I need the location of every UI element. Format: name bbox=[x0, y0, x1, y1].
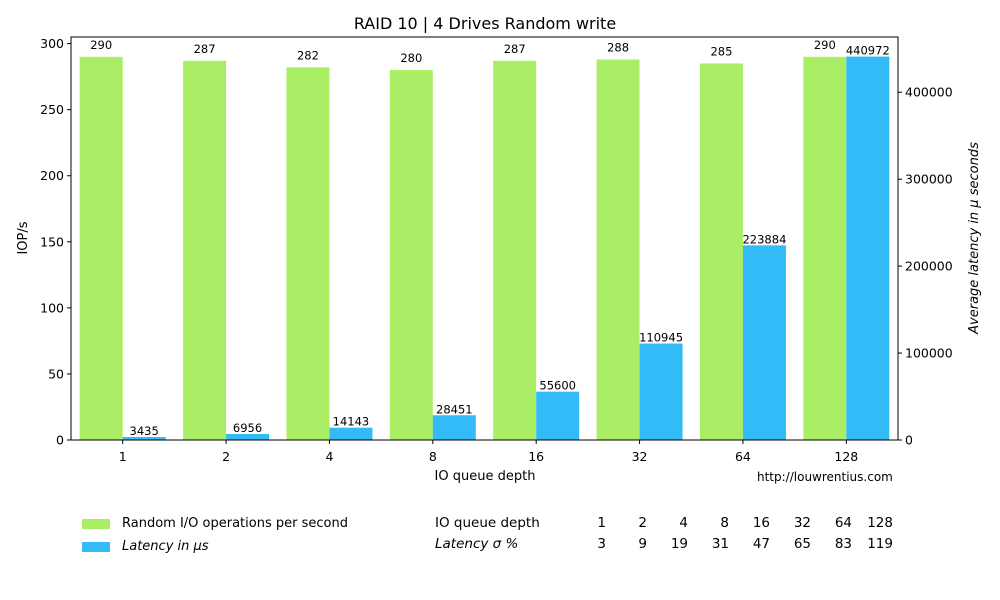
x-tick-label: 64 bbox=[735, 449, 751, 464]
source-url: http://louwrentius.com bbox=[757, 470, 893, 484]
x-tick-label: 1 bbox=[119, 449, 127, 464]
legend-item-iops: Random I/O operations per second bbox=[82, 512, 348, 535]
x-axis-title: IO queue depth bbox=[435, 469, 536, 484]
stats-cell-latency-sigma: 47 bbox=[752, 535, 770, 552]
x-tick-label: 32 bbox=[632, 449, 648, 464]
legend-swatch-iops bbox=[82, 518, 110, 529]
stats-cell-latency-sigma: 9 bbox=[638, 535, 647, 552]
stats-cell-latency-sigma: 31 bbox=[711, 535, 729, 552]
data-label-latency: 6956 bbox=[233, 421, 262, 435]
y-tick-label: 100 bbox=[40, 300, 64, 315]
bar-latency bbox=[122, 437, 166, 440]
stats-cell-queue-depth: 64 bbox=[834, 514, 852, 531]
bar-iops bbox=[79, 56, 123, 440]
data-label-latency: 440972 bbox=[846, 44, 890, 58]
data-labels-group: 290 3435 287 6956 282 14143 280 28451 287 55600 28… bbox=[90, 38, 890, 438]
bar-iops bbox=[803, 56, 847, 440]
stats-cell-queue-depth: 2 bbox=[638, 514, 647, 531]
y-axis-title: IOP/s bbox=[16, 221, 31, 254]
bar-latency bbox=[846, 56, 890, 440]
stats-cell-latency-sigma: 65 bbox=[793, 535, 811, 552]
bar-latency bbox=[226, 433, 270, 440]
stats-cell-latency-sigma: 83 bbox=[834, 535, 852, 552]
data-label-iops: 287 bbox=[504, 42, 526, 56]
data-label-iops: 280 bbox=[400, 51, 422, 65]
data-label-iops: 290 bbox=[90, 38, 112, 52]
legend-label-iops: Random I/O operations per second bbox=[122, 516, 348, 531]
stats-row-latency-sigma: Latency σ % 3 9 19 31 47 65 83 119 bbox=[435, 533, 893, 554]
y-tick-label: 200 bbox=[40, 168, 64, 183]
y2-axis-title: Average latency in µ seconds bbox=[967, 142, 982, 335]
y-tick-label: 250 bbox=[40, 102, 64, 117]
bar-latency bbox=[432, 415, 476, 440]
data-label-iops: 285 bbox=[710, 44, 732, 58]
x-tick-label: 8 bbox=[429, 449, 437, 464]
data-label-latency: 110945 bbox=[639, 331, 683, 345]
bar-iops bbox=[389, 70, 433, 441]
chart-title: RAID 10 | 4 Drives Random write bbox=[354, 14, 616, 33]
latency-stats-table: IO queue depth 1 2 4 8 16 32 64 128 Latency σ %… bbox=[435, 512, 893, 554]
data-label-iops: 287 bbox=[194, 42, 216, 56]
stats-cell-latency-sigma: 3 bbox=[597, 535, 606, 552]
legend: Random I/O operations per second Latency… bbox=[82, 512, 348, 558]
bar-iops bbox=[699, 63, 743, 440]
bar-latency bbox=[639, 343, 683, 440]
y2-tick-label: 100000 bbox=[905, 346, 953, 361]
bar-latency bbox=[329, 427, 373, 440]
x-tick-label: 4 bbox=[325, 449, 333, 464]
data-label-latency: 28451 bbox=[436, 402, 473, 416]
legend-item-latency: Latency in µs bbox=[82, 535, 348, 558]
data-label-latency: 14143 bbox=[333, 415, 370, 429]
x-tick-label: 2 bbox=[222, 449, 230, 464]
legend-swatch-latency bbox=[82, 541, 110, 552]
stats-cell-queue-depth: 8 bbox=[720, 514, 729, 531]
stats-row-label: Latency σ % bbox=[435, 535, 519, 552]
y2-tick-label: 0 bbox=[905, 433, 913, 448]
y2-tick-label: 200000 bbox=[905, 259, 953, 274]
data-label-iops: 290 bbox=[814, 38, 836, 52]
bar-latency bbox=[742, 245, 786, 440]
y-tick-label: 50 bbox=[48, 366, 64, 381]
x-tick-label: 128 bbox=[834, 449, 858, 464]
y2-tick-label: 400000 bbox=[905, 85, 953, 100]
y2-tick-label: 300000 bbox=[905, 172, 953, 187]
bar-iops bbox=[596, 59, 640, 441]
legend-label-latency: Latency in µs bbox=[122, 539, 209, 554]
stats-cell-queue-depth: 32 bbox=[793, 514, 811, 531]
stats-row-label: IO queue depth bbox=[435, 514, 540, 531]
data-label-iops: 282 bbox=[297, 48, 319, 62]
x-tick-label: 16 bbox=[528, 449, 544, 464]
bar-iops bbox=[183, 60, 227, 441]
stats-cell-queue-depth: 4 bbox=[679, 514, 688, 531]
stats-cell-queue-depth: 1 bbox=[597, 514, 606, 531]
bar-iops bbox=[493, 60, 537, 441]
axes-group: 1 2 4 8 16 32 64 128 0 50 100 150 200 250 300 0 100000 20… bbox=[40, 36, 953, 464]
plot-frame bbox=[70, 36, 899, 441]
data-label-latency: 223884 bbox=[742, 232, 786, 246]
y-tick-label: 150 bbox=[40, 234, 64, 249]
bar-latency bbox=[536, 391, 580, 440]
stats-cell-queue-depth: 128 bbox=[867, 514, 893, 531]
data-label-iops: 288 bbox=[607, 40, 629, 54]
y-tick-label: 300 bbox=[40, 36, 64, 51]
bar-iops bbox=[286, 67, 330, 440]
stats-row-queue-depth: IO queue depth 1 2 4 8 16 32 64 128 bbox=[435, 512, 893, 533]
stats-cell-latency-sigma: 19 bbox=[670, 535, 688, 552]
data-label-latency: 55600 bbox=[539, 379, 576, 393]
bars-group bbox=[79, 56, 890, 441]
stats-cell-queue-depth: 16 bbox=[752, 514, 770, 531]
data-label-latency: 3435 bbox=[130, 424, 159, 438]
stats-cell-latency-sigma: 119 bbox=[867, 535, 893, 552]
y-tick-label: 0 bbox=[56, 433, 64, 448]
